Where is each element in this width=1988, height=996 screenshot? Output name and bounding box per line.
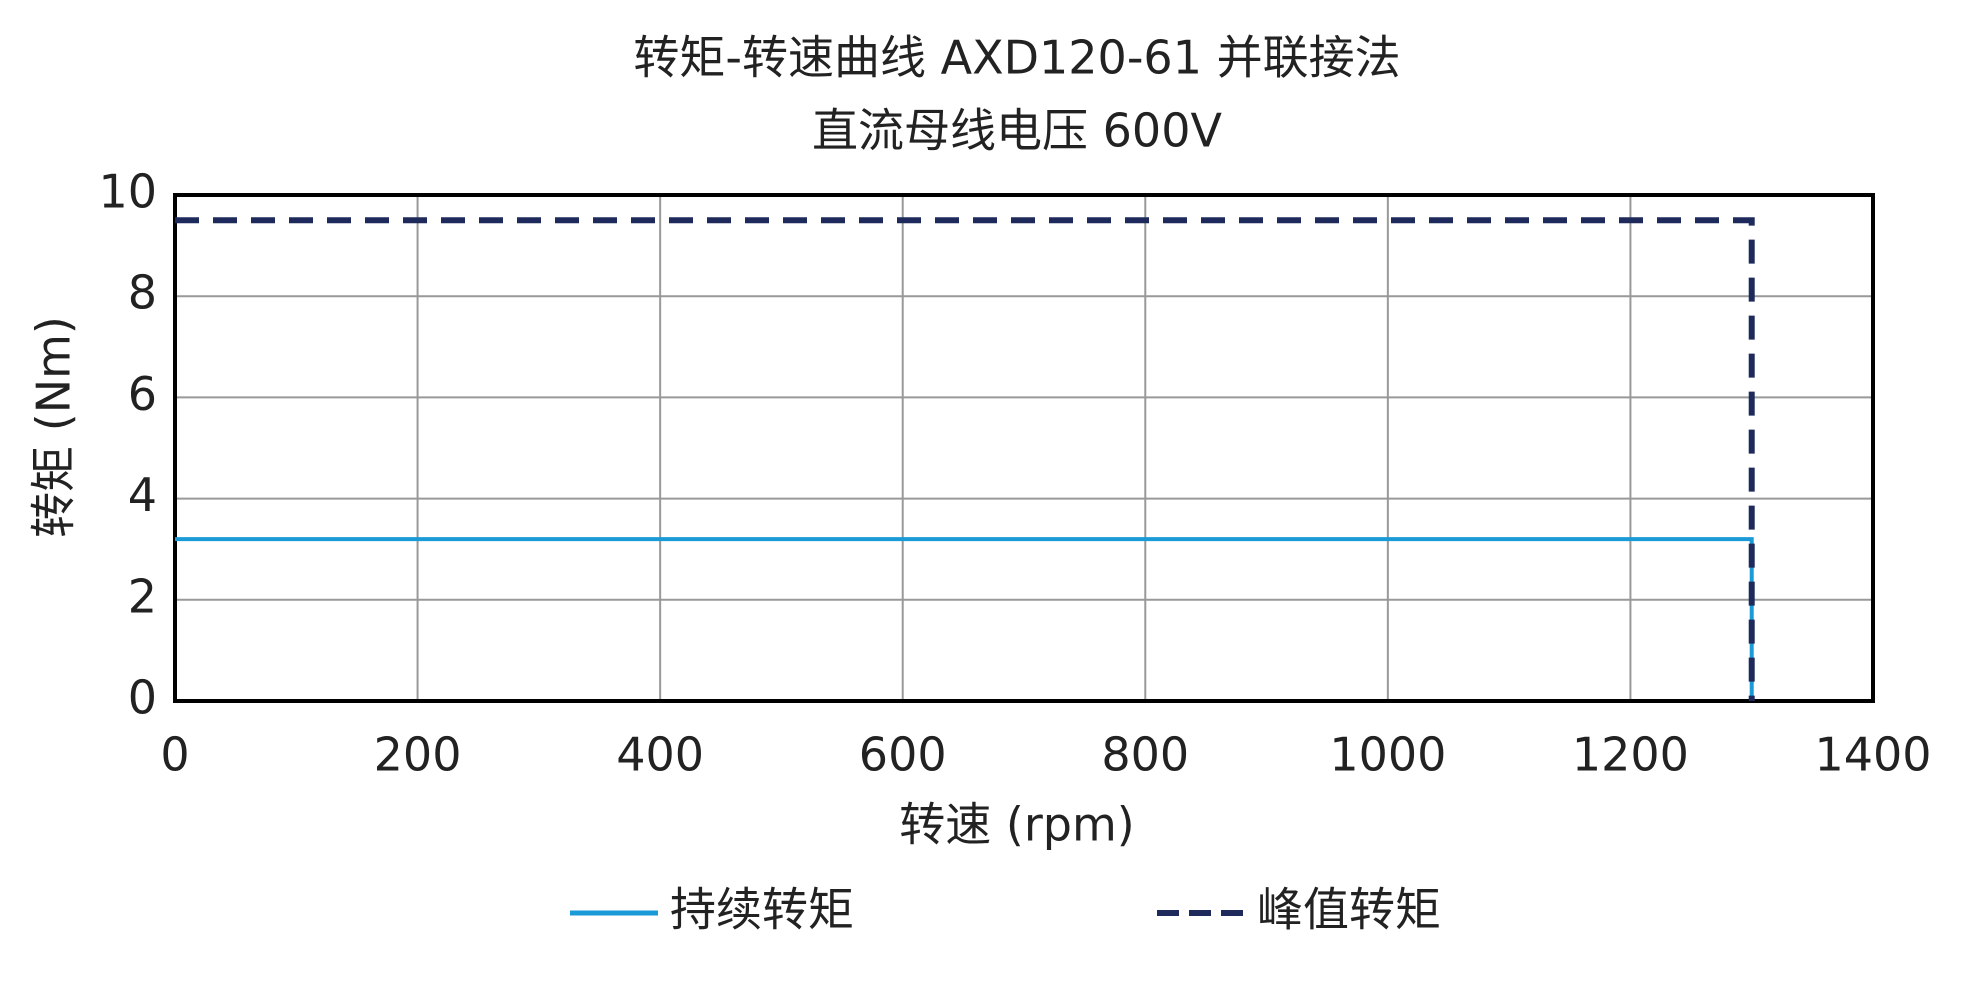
x-tick-label: 1000 (1329, 728, 1446, 782)
x-tick-label: 1200 (1572, 728, 1689, 782)
x-tick-label: 800 (1101, 728, 1189, 782)
x-axis-label: 转速 (rpm) (899, 798, 1134, 852)
chart-title: 转矩-转速曲线 AXD120-61 并联接法 (633, 31, 1400, 85)
series-line (175, 217, 1755, 701)
x-tick-label: 600 (859, 728, 947, 782)
y-axis-label: 转矩 (Nm) (27, 316, 81, 538)
x-tick-label: 1400 (1814, 728, 1931, 782)
y-tick-label: 8 (128, 266, 157, 320)
series-line (175, 537, 1754, 701)
y-tick-label: 0 (128, 671, 157, 725)
x-tick-label: 0 (160, 728, 189, 782)
legend-label: 持续转矩 (670, 883, 854, 937)
y-tick-label: 2 (128, 569, 157, 623)
y-tick-label: 4 (128, 468, 157, 522)
y-tick-label: 10 (98, 165, 157, 219)
legend-label: 峰值转矩 (1257, 883, 1441, 937)
x-tick-label: 200 (374, 728, 462, 782)
y-tick-label: 6 (128, 367, 157, 421)
plot-frame (173, 193, 1875, 703)
x-tick-label: 400 (616, 728, 704, 782)
chart-subtitle: 直流母线电压 600V (812, 104, 1222, 158)
